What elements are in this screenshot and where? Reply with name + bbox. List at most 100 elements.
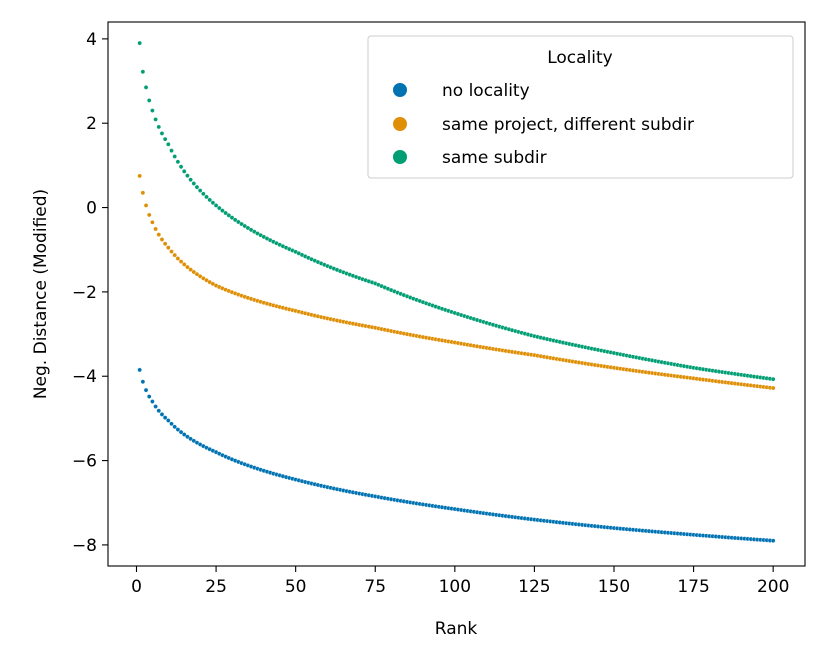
x-tick-label: 75 <box>364 577 386 597</box>
legend-title: Locality <box>547 48 613 68</box>
data-point-same-subdir <box>156 124 162 130</box>
data-point-no-locality <box>181 432 187 437</box>
data-point-same-project-different-subdir <box>185 264 190 270</box>
data-point-same-subdir <box>188 177 193 182</box>
data-point-no-locality <box>178 429 184 435</box>
data-point-same-project-different-subdir <box>194 271 200 277</box>
y-tick-label: 0 <box>86 199 97 219</box>
y-tick-label: 4 <box>86 30 97 50</box>
data-point-same-project-different-subdir <box>178 259 184 264</box>
legend-marker-no-locality <box>393 83 407 97</box>
data-point-same-subdir <box>169 148 174 153</box>
y-axis-label: Neg. Distance (Modified) <box>31 189 51 399</box>
data-point-no-locality <box>172 424 177 430</box>
data-point-same-subdir <box>166 142 171 147</box>
data-point-same-project-different-subdir <box>188 267 193 272</box>
legend-entry-same-project: same project, different subdir <box>393 115 694 135</box>
data-point-no-locality <box>143 387 149 393</box>
data-point-same-project-different-subdir <box>197 274 203 279</box>
data-point-same-subdir <box>137 40 142 46</box>
data-point-same-subdir <box>207 197 212 203</box>
data-point-same-subdir <box>172 154 177 159</box>
data-point-same-subdir <box>178 164 184 170</box>
data-point-same-project-different-subdir <box>181 262 187 267</box>
data-point-no-locality <box>137 367 142 373</box>
data-point-same-subdir <box>236 219 241 225</box>
data-point-no-locality <box>162 415 168 420</box>
data-point-no-locality <box>159 412 165 417</box>
data-point-same-subdir <box>220 208 225 213</box>
data-point-no-locality <box>153 404 158 409</box>
x-tick-label: 50 <box>285 577 307 597</box>
data-point-same-subdir <box>140 69 146 75</box>
y-tick-label: 2 <box>86 114 97 134</box>
data-point-same-project-different-subdir <box>143 203 149 208</box>
y-tick-label: −4 <box>72 367 97 387</box>
data-point-no-locality <box>169 421 174 427</box>
legend-label-same-subdir: same subdir <box>442 148 547 168</box>
data-point-no-locality <box>166 418 171 423</box>
data-point-same-project-different-subdir <box>770 385 776 391</box>
x-tick-label: 200 <box>757 577 789 597</box>
legend-marker-same-subdir <box>393 150 407 164</box>
x-tick-label: 150 <box>598 577 630 597</box>
data-point-same-project-different-subdir <box>159 237 165 242</box>
x-tick-label: 125 <box>518 577 550 597</box>
data-point-same-subdir <box>223 210 228 216</box>
data-point-no-locality <box>146 394 152 399</box>
y-tick-label: −6 <box>72 452 97 472</box>
data-point-same-project-different-subdir <box>150 220 155 225</box>
data-point-same-subdir <box>213 203 219 208</box>
legend-marker-same-project <box>393 117 407 131</box>
legend-label-same-project: same project, different subdir <box>442 115 694 135</box>
data-point-same-project-different-subdir <box>156 232 162 237</box>
data-point-same-subdir <box>175 159 181 165</box>
data-point-no-locality <box>156 408 162 414</box>
data-point-same-project-different-subdir <box>169 249 174 254</box>
data-point-no-locality <box>150 399 155 404</box>
points-layer <box>137 40 776 543</box>
data-point-same-subdir <box>229 215 235 220</box>
data-point-same-project-different-subdir <box>146 212 152 218</box>
data-point-same-subdir <box>232 217 238 223</box>
data-point-same-subdir <box>201 191 206 197</box>
legend-label-no-locality: no locality <box>442 81 530 101</box>
data-point-same-subdir <box>159 131 165 136</box>
x-axis-ticks: 0 25 50 75 100 125 150 175 200 <box>131 566 789 597</box>
data-point-same-subdir <box>181 169 187 174</box>
data-point-same-subdir <box>204 194 209 200</box>
legend: Locality no locality same project, diffe… <box>367 35 794 179</box>
y-axis-ticks: 4 2 0 −2 −4 −6 −8 <box>72 30 108 556</box>
legend-box <box>367 35 794 179</box>
data-point-no-locality <box>770 538 776 543</box>
data-point-same-subdir <box>143 85 149 90</box>
data-point-no-locality <box>140 379 146 384</box>
data-point-same-project-different-subdir <box>175 256 181 261</box>
data-point-same-project-different-subdir <box>153 226 158 232</box>
data-point-same-subdir <box>197 188 203 193</box>
x-axis-label: Rank <box>435 619 478 639</box>
x-tick-label: 175 <box>677 577 709 597</box>
data-point-same-subdir <box>226 213 232 218</box>
y-tick-label: −8 <box>72 536 97 556</box>
x-tick-label: 0 <box>131 577 142 597</box>
data-point-same-project-different-subdir <box>191 269 197 275</box>
data-point-same-project-different-subdir <box>162 241 168 247</box>
data-point-same-subdir <box>162 136 168 142</box>
data-point-no-locality <box>185 434 190 440</box>
legend-entry-same-subdir: same subdir <box>393 148 547 168</box>
legend-entry-no-locality: no locality <box>393 81 530 101</box>
data-point-same-subdir <box>150 108 155 113</box>
data-point-same-subdir <box>239 221 244 227</box>
data-point-same-subdir <box>146 98 152 103</box>
data-point-same-subdir <box>770 376 776 382</box>
y-tick-label: −2 <box>72 283 97 303</box>
data-point-same-project-different-subdir <box>137 173 142 179</box>
x-tick-label: 100 <box>439 577 471 597</box>
plot-frame <box>107 21 806 567</box>
data-point-same-subdir <box>185 173 190 178</box>
x-tick-label: 25 <box>205 577 227 597</box>
data-point-same-subdir <box>216 205 222 211</box>
data-point-same-project-different-subdir <box>172 252 177 258</box>
